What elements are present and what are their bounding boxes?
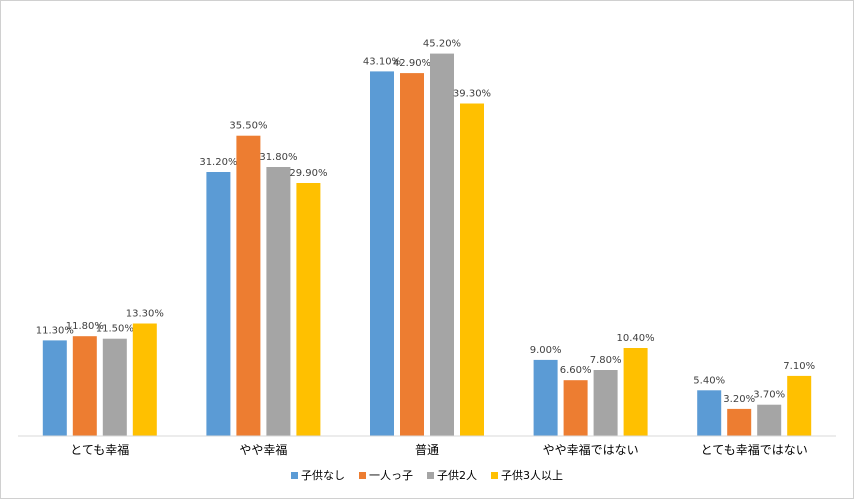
legend-item-2: 一人っ子 bbox=[359, 469, 413, 482]
data-label-2-2: 35.50% bbox=[229, 121, 267, 132]
bar-4-1 bbox=[132, 323, 157, 436]
legend-label-4: 子供3人以上 bbox=[501, 468, 563, 482]
legend-swatch-3 bbox=[427, 472, 434, 479]
category-label-5: とても幸福ではない bbox=[701, 442, 808, 457]
bar-3-4 bbox=[593, 370, 618, 436]
bar-2-3 bbox=[400, 73, 424, 436]
data-label-4-2: 29.90% bbox=[289, 168, 327, 179]
data-label-2-4: 6.60% bbox=[560, 365, 592, 376]
legend-swatch-1 bbox=[291, 472, 298, 479]
data-label-4-5: 7.10% bbox=[783, 361, 815, 372]
bar-2-4 bbox=[563, 380, 588, 436]
data-label-3-1: 11.50% bbox=[96, 324, 134, 335]
bar-1-4 bbox=[533, 359, 558, 436]
bar-4-5 bbox=[787, 375, 812, 436]
data-label-1-4: 9.00% bbox=[530, 345, 562, 356]
data-label-3-2: 31.80% bbox=[259, 152, 297, 163]
data-label-4-4: 10.40% bbox=[617, 333, 655, 344]
bar-3-1 bbox=[102, 338, 127, 436]
data-label-1-5: 5.40% bbox=[693, 375, 725, 386]
data-label-1-2: 31.20% bbox=[199, 157, 237, 168]
category-label-1: とても幸福 bbox=[70, 442, 129, 457]
legend-label-3: 子供2人 bbox=[437, 468, 477, 482]
legend-item-1: 子供なし bbox=[291, 468, 345, 482]
category-label-3: 普通 bbox=[415, 443, 439, 457]
bar-4-3 bbox=[460, 103, 484, 436]
bar-1-1 bbox=[42, 340, 67, 436]
bar-3-5 bbox=[757, 404, 782, 436]
legend-item-3: 子供2人 bbox=[427, 468, 477, 482]
data-label-2-5: 3.20% bbox=[723, 394, 755, 405]
bar-2-1 bbox=[72, 336, 97, 436]
data-label-1-1: 11.30% bbox=[36, 325, 74, 336]
bar-1-5 bbox=[697, 390, 722, 436]
bar-1-2 bbox=[206, 172, 231, 436]
legend-swatch-2 bbox=[359, 472, 366, 479]
bar-2-2 bbox=[236, 135, 261, 436]
legend-swatch-4 bbox=[491, 472, 498, 479]
data-label-3-3: 45.20% bbox=[423, 39, 461, 50]
bar-3-3 bbox=[430, 53, 454, 436]
data-label-2-1: 11.80% bbox=[66, 321, 104, 332]
data-label-3-5: 3.70% bbox=[753, 390, 785, 401]
data-label-1-3: 43.10% bbox=[363, 56, 401, 67]
data-label-4-1: 13.30% bbox=[126, 309, 164, 320]
bar-1-3 bbox=[370, 71, 394, 437]
category-label-2: やや幸福 bbox=[239, 442, 287, 457]
legend-label-2: 一人っ子 bbox=[369, 469, 413, 482]
bar-4-2 bbox=[296, 183, 321, 436]
data-label-3-4: 7.80% bbox=[590, 355, 622, 366]
bar-2-5 bbox=[727, 408, 752, 436]
legend-label-1: 子供なし bbox=[301, 468, 345, 482]
legend-item-4: 子供3人以上 bbox=[491, 468, 563, 482]
category-label-4: やや幸福ではない bbox=[543, 442, 639, 457]
data-label-4-3: 39.30% bbox=[453, 89, 491, 100]
data-label-2-3: 42.90% bbox=[393, 58, 431, 69]
bar-3-2 bbox=[266, 167, 291, 436]
bar-4-4 bbox=[623, 348, 648, 436]
